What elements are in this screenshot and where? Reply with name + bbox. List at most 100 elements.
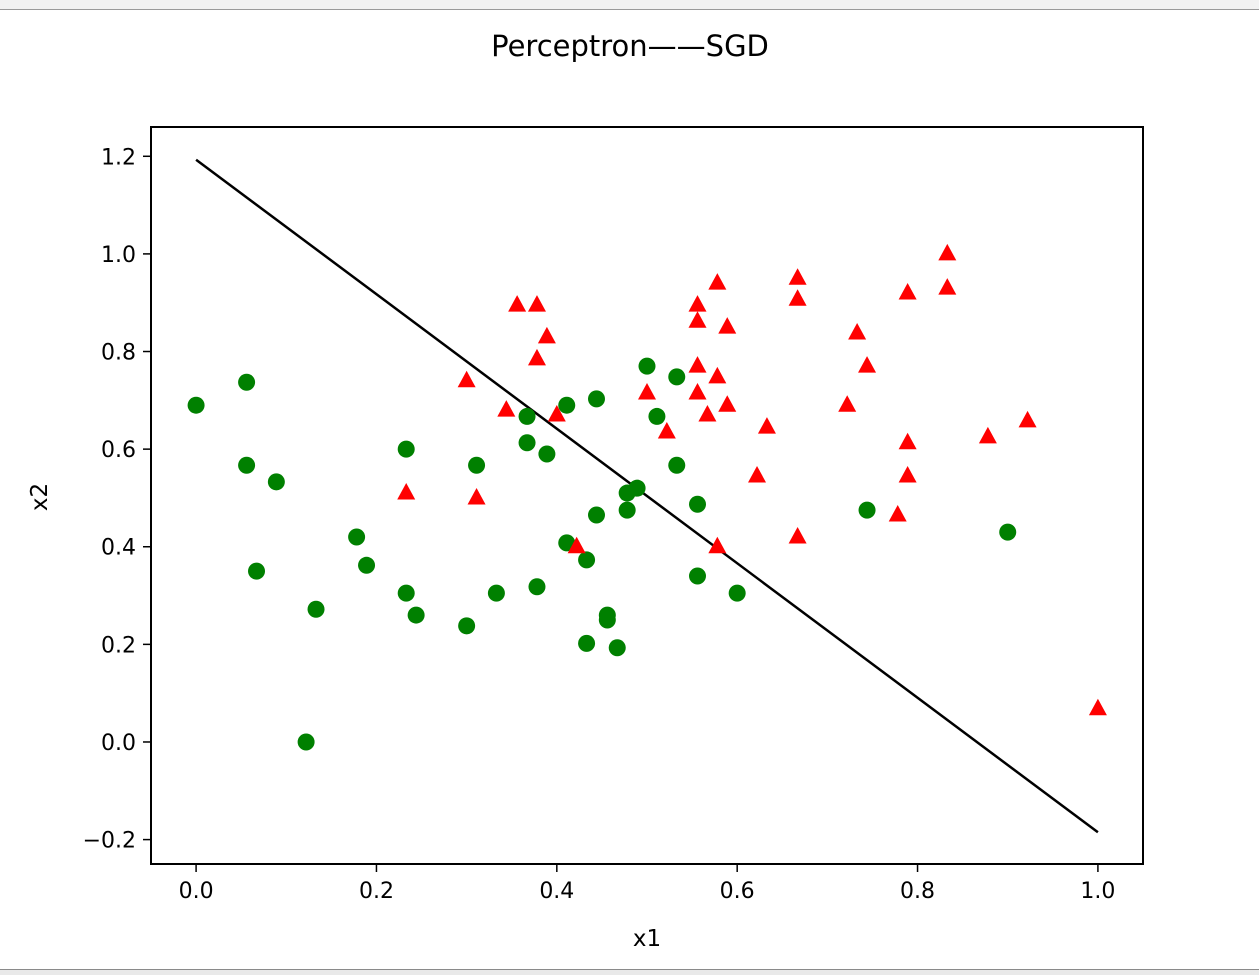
class-1-point <box>508 295 527 312</box>
class-0-point <box>558 534 576 552</box>
class-1-point <box>657 422 676 439</box>
chart-title: Perceptron——SGD <box>491 29 769 63</box>
class-1-point <box>708 536 727 554</box>
class-0-point <box>238 456 256 474</box>
class-1-point <box>688 383 707 400</box>
y-tick-label: 0.2 <box>101 633 136 658</box>
class-0-point <box>397 440 415 458</box>
class-0-point <box>578 634 596 652</box>
class-1-point <box>898 282 917 300</box>
class-0-point <box>487 584 505 602</box>
y-tick-label: 0.4 <box>101 536 136 561</box>
class-1-point <box>978 426 997 444</box>
class-0-point <box>468 456 486 474</box>
y-tick-label: 0.6 <box>101 438 136 463</box>
class-1-point <box>788 268 807 285</box>
plot-frame <box>150 126 1144 865</box>
class-1-point <box>898 465 917 483</box>
class-1-point <box>457 370 476 388</box>
class-1-point <box>708 273 727 290</box>
x-tick-label: 0.4 <box>539 879 574 904</box>
window-bottom-strip <box>0 969 1259 975</box>
class-1-point <box>938 278 957 295</box>
class-1-point <box>838 395 857 412</box>
class-1-point <box>688 356 707 373</box>
class-0-point <box>187 396 205 414</box>
class-0-point <box>668 456 686 474</box>
class-0-point <box>618 501 636 519</box>
class-1-point <box>898 432 917 450</box>
class-0-point <box>689 567 707 585</box>
class-0-point <box>458 617 476 635</box>
class-0-point <box>358 556 376 574</box>
class-1-point <box>748 465 767 483</box>
class-1-point <box>788 289 807 306</box>
class-1-point <box>1018 410 1037 428</box>
class-0-point <box>558 396 576 414</box>
class-1-point <box>757 417 776 434</box>
class-1-point <box>397 483 416 500</box>
y-axis-label: x2 <box>27 483 53 511</box>
x-axis-ticks: 0.0 0.2 0.4 0.6 0.8 1.0 <box>179 864 1115 904</box>
y-tick-label: 1.2 <box>101 145 136 170</box>
class-0-point <box>648 407 666 425</box>
class-1-point <box>497 400 516 417</box>
class-0-point <box>858 501 876 519</box>
class-0-point <box>608 639 626 657</box>
x-tick-label: 0.8 <box>900 879 935 904</box>
class-0-point <box>999 523 1017 541</box>
y-tick-label: 1.0 <box>101 243 136 268</box>
class-0-point <box>728 584 746 602</box>
class-0-point <box>307 600 325 618</box>
class-1-point <box>858 356 877 373</box>
class-0-point <box>578 551 596 569</box>
class-0-point <box>587 390 605 408</box>
class-0-point <box>538 445 556 463</box>
class-0-point <box>248 562 266 580</box>
class-0-point <box>267 473 285 491</box>
class-1-point <box>547 404 566 422</box>
y-axis-ticks: −0.2 0.0 0.2 0.4 0.6 0.8 1.0 1.2 <box>83 145 151 854</box>
class-1-point <box>708 366 727 384</box>
class-0-point <box>297 733 315 751</box>
x-tick-label: 1.0 <box>1080 879 1115 904</box>
window-top-strip <box>0 0 1259 10</box>
class-1-point <box>567 536 586 554</box>
class-1-point <box>467 487 486 505</box>
decision-boundary-group <box>195 158 1099 834</box>
class-1-point <box>938 243 957 261</box>
class-1-point <box>1088 698 1107 716</box>
class-1-point <box>888 505 907 522</box>
y-tick-label: 0.0 <box>101 731 136 756</box>
class-0-point <box>638 357 656 375</box>
x-tick-label: 0.2 <box>359 879 394 904</box>
class-0-point <box>587 506 605 524</box>
class-0-point <box>348 528 366 546</box>
class-0-point <box>668 368 686 386</box>
class-0-point <box>689 495 707 513</box>
class-0-point <box>528 578 546 596</box>
x-tick-label: 0.6 <box>720 879 755 904</box>
decision-boundary-line <box>195 158 1099 834</box>
y-tick-label: 0.8 <box>101 341 136 366</box>
class-1-point <box>688 295 707 312</box>
x-tick-label: 0.0 <box>179 879 214 904</box>
class-1-point <box>688 311 707 328</box>
class-1-point <box>537 326 556 344</box>
y-tick-label: −0.2 <box>83 829 136 854</box>
data-points <box>187 243 1107 751</box>
class-1-point <box>527 348 546 366</box>
class-1-point <box>848 322 867 340</box>
class-0-point <box>518 407 536 425</box>
class-1-point <box>527 295 546 312</box>
class-0-point <box>518 434 536 452</box>
class-0-point <box>628 479 646 497</box>
class-1-point <box>638 383 656 400</box>
class-1-point <box>718 317 737 334</box>
class-1-point <box>788 526 807 544</box>
class-0-point <box>598 611 616 629</box>
class-0-point <box>238 373 256 391</box>
class-1-point <box>718 395 737 412</box>
x-axis-label: x1 <box>633 926 661 952</box>
